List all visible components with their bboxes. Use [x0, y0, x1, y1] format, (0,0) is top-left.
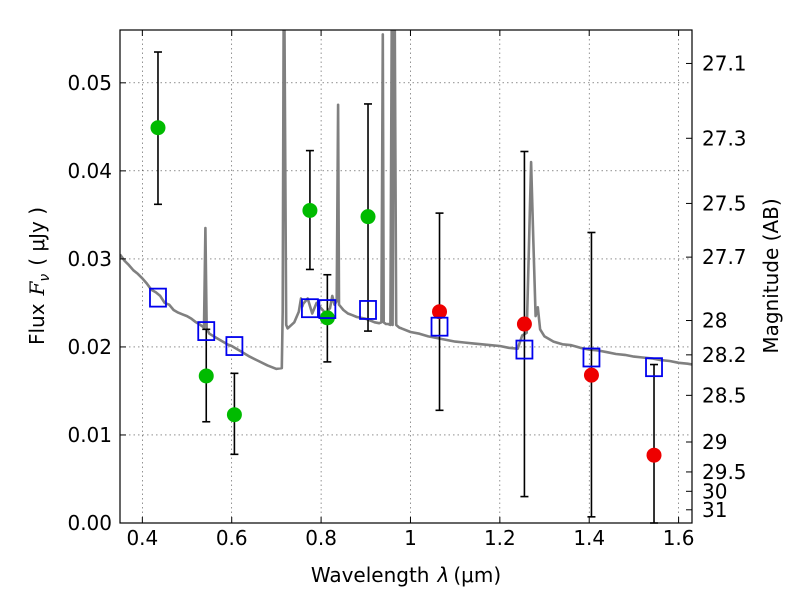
x-tick-label: 1.4 — [573, 526, 605, 550]
y-tick-label: 0.01 — [67, 423, 112, 447]
y-tick-label: 0.04 — [67, 159, 112, 183]
model-photometry-square — [225, 336, 244, 356]
y-tick-label: 0.05 — [67, 71, 112, 95]
y-axis-label: Flux — [25, 303, 49, 345]
x-tick-label: 1 — [404, 526, 417, 550]
y2-tick-label: 27.5 — [702, 191, 747, 215]
detection-point — [360, 209, 376, 225]
model-photometry-square — [197, 321, 216, 341]
model-photometry-square — [515, 339, 534, 360]
upper-limit-point — [583, 367, 599, 383]
errorbar-layer — [153, 51, 659, 524]
y2-axis-title: Magnitude (AB) — [759, 198, 783, 353]
data-points-layer — [149, 120, 663, 463]
y-axis-symbol: F — [25, 280, 49, 296]
y-tick-label: 0.00 — [67, 511, 112, 535]
y-axis-unit: ( μJy ) — [25, 207, 49, 266]
y-tick-label: 0.02 — [67, 335, 112, 359]
y2-tick-label: 31 — [702, 498, 727, 522]
x-tick-label: 1.2 — [484, 526, 516, 550]
x-tick-label: 0.8 — [305, 526, 337, 550]
y2-tick-label: 29 — [702, 430, 727, 454]
detection-point — [198, 368, 214, 384]
y2-tick-label: 28.2 — [702, 343, 747, 367]
y2-tick-label: 27.7 — [702, 245, 747, 269]
x-axis-label: Wavelength — [311, 563, 430, 587]
model-photometry-square — [582, 347, 601, 368]
y-tick-label: 0.03 — [67, 247, 112, 271]
model-spectrum-layer — [120, 30, 692, 371]
x-tick-label: 0.4 — [126, 526, 158, 550]
upper-limit-point — [646, 447, 662, 463]
axis-ticks: 0.4 0.6 0.8 1 1.2 1.4 1.6 0.00 0.01 0.02 0.03 0.04 0… — [67, 30, 747, 550]
upper-limit-point — [432, 304, 448, 320]
x-axis-title: Wavelength λ (μm) — [311, 563, 501, 587]
y2-tick-label: 28 — [702, 309, 727, 333]
y2-tick-label: 27.3 — [702, 126, 747, 150]
y2-tick-label: 27.1 — [702, 51, 747, 75]
model-spectrum-line — [120, 30, 692, 371]
x-tick-label: 1.6 — [663, 526, 695, 550]
model-photometry-square — [149, 287, 167, 308]
model-photometry-square — [318, 299, 337, 319]
model-photometry-square — [301, 298, 319, 319]
detection-point — [226, 407, 242, 423]
model-photometry-square — [645, 357, 663, 378]
detection-point — [150, 120, 166, 136]
y2-tick-label: 28.5 — [702, 383, 747, 407]
x-tick-label: 0.6 — [216, 526, 248, 550]
y-axis-subscript: ν — [37, 274, 53, 282]
model-photometry-square — [359, 300, 377, 320]
x-axis-symbol: λ — [437, 563, 450, 587]
detection-point — [302, 202, 318, 218]
plot-frame — [119, 29, 693, 524]
y-axis-title: Flux Fν ( μJy ) — [25, 207, 53, 345]
y2-tick-label: 29.5 — [702, 460, 747, 484]
upper-limit-point — [516, 316, 532, 332]
y2-tick-label: 30 — [702, 479, 727, 503]
model-photometry-square — [430, 316, 449, 337]
grid-lines — [120, 30, 692, 524]
x-axis-unit: (μm) — [453, 563, 501, 587]
